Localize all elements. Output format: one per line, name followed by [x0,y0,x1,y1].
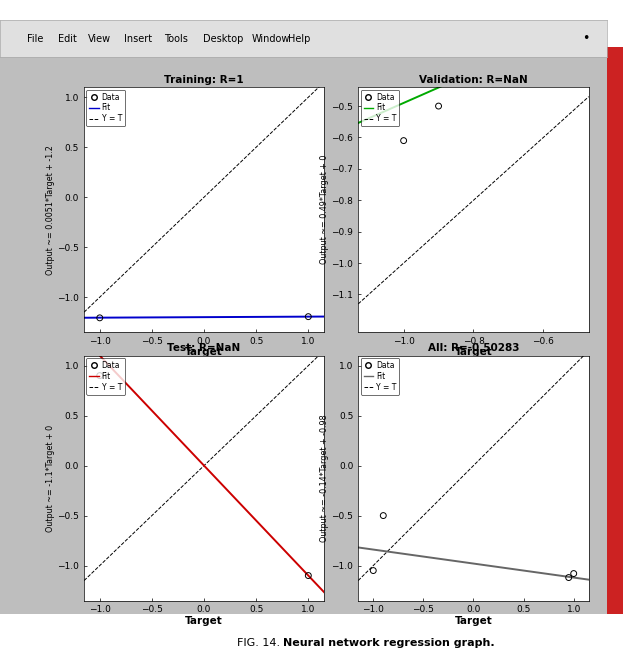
X-axis label: Target: Target [455,616,492,626]
X-axis label: Target: Target [455,348,492,358]
X-axis label: Target: Target [185,348,223,358]
Text: Window: Window [252,34,290,44]
Point [569,568,579,579]
Text: File: File [27,34,44,44]
Point [95,313,105,323]
Y-axis label: Output ~= -1.1*Target + 0: Output ~= -1.1*Target + 0 [45,425,55,531]
Point [303,311,313,322]
Legend: Data, Fit, Y = T: Data, Fit, Y = T [361,358,399,395]
Text: Edit: Edit [58,34,77,44]
Y-axis label: Output ~= -0.14*Target + -0.98: Output ~= -0.14*Target + -0.98 [320,414,329,542]
Legend: Data, Fit, Y = T: Data, Fit, Y = T [87,89,125,126]
Title: Training: R=1: Training: R=1 [164,75,244,85]
Text: Neural network regression graph.: Neural network regression graph. [283,638,495,648]
Legend: Data, Fit, Y = T: Data, Fit, Y = T [87,358,125,395]
Point [399,136,409,146]
Text: FIG. 14.: FIG. 14. [237,638,280,648]
Y-axis label: Output ~= 0.0051*Target + -1.2: Output ~= 0.0051*Target + -1.2 [45,145,55,274]
Point [434,101,444,111]
Point [303,570,313,581]
Point [564,572,574,583]
Y-axis label: Output ~= 0.49*Target + 0: Output ~= 0.49*Target + 0 [320,155,329,264]
Title: Test: R=NaN: Test: R=NaN [168,344,240,354]
Text: Tools: Tools [164,34,188,44]
Text: View: View [88,34,111,44]
Text: Help: Help [288,34,311,44]
Title: All: R=-0.50283: All: R=-0.50283 [428,344,519,354]
Point [378,510,388,521]
Title: Validation: R=NaN: Validation: R=NaN [419,75,528,85]
Text: Insert: Insert [125,34,153,44]
Text: •: • [583,32,590,45]
Legend: Data, Fit, Y = T: Data, Fit, Y = T [361,89,399,126]
X-axis label: Target: Target [185,616,223,626]
Point [368,565,378,576]
Point [95,370,105,381]
Text: Desktop: Desktop [203,34,244,44]
